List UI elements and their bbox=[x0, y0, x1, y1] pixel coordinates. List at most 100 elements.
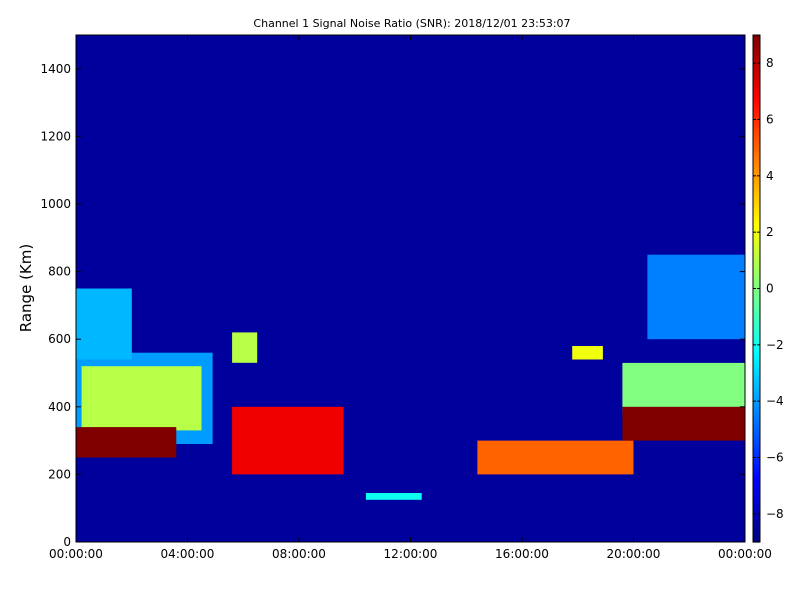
colorbar-cell bbox=[753, 147, 760, 151]
colorbar-cell bbox=[753, 229, 760, 232]
colorbar-cell bbox=[753, 149, 760, 153]
colorbar-cell bbox=[753, 441, 760, 444]
colorbar-tick-label: 4 bbox=[766, 169, 774, 183]
colorbar-cell bbox=[753, 324, 760, 327]
colorbar-cell bbox=[753, 381, 760, 385]
colorbar-cell bbox=[753, 502, 760, 505]
colorbar-cell bbox=[753, 100, 760, 103]
colorbar-tick-label: 6 bbox=[766, 113, 774, 127]
colorbar-cell bbox=[753, 250, 760, 254]
colorbar-cell bbox=[753, 44, 760, 48]
colorbar-cell bbox=[753, 498, 760, 502]
heatmap-region-10 bbox=[622, 406, 745, 441]
colorbar-cell bbox=[753, 393, 760, 397]
colorbar-cell bbox=[753, 292, 760, 296]
colorbar-cell bbox=[753, 435, 760, 438]
colorbar-cell bbox=[753, 464, 760, 468]
colorbar-cell bbox=[753, 540, 760, 543]
colorbar-cell bbox=[753, 145, 760, 149]
colorbar-cell bbox=[753, 209, 760, 212]
colorbar-cell bbox=[753, 112, 760, 115]
colorbar-cell bbox=[753, 274, 760, 278]
colorbar-tick-label: −4 bbox=[766, 394, 784, 408]
colorbar-cell bbox=[753, 130, 760, 133]
colorbar-cell bbox=[753, 425, 760, 428]
colorbar-cell bbox=[753, 266, 760, 270]
colorbar-cell bbox=[753, 490, 760, 494]
colorbar-cell bbox=[753, 246, 760, 250]
colorbar-cell bbox=[753, 492, 760, 496]
colorbar-cell bbox=[753, 169, 760, 173]
colorbar-cell bbox=[753, 300, 760, 303]
colorbar-cell bbox=[753, 76, 760, 80]
chart-title: Channel 1 Signal Noise Ratio (SNR): 2018… bbox=[253, 17, 570, 30]
colorbar-cell bbox=[753, 48, 760, 52]
colorbar-cell bbox=[753, 114, 760, 117]
colorbar-cell bbox=[753, 278, 760, 282]
heatmap bbox=[76, 35, 745, 542]
colorbar-cell bbox=[753, 496, 760, 500]
colorbar-cell bbox=[753, 235, 760, 238]
colorbar-cell bbox=[753, 363, 760, 367]
colorbar-cell bbox=[753, 401, 760, 404]
colorbar-cell bbox=[753, 284, 760, 288]
colorbar-cell bbox=[753, 536, 760, 539]
colorbar-cell bbox=[753, 482, 760, 486]
colorbar-cell bbox=[753, 167, 760, 171]
colorbar-cell bbox=[753, 446, 760, 450]
colorbar-cell bbox=[753, 238, 760, 242]
colorbar-cell bbox=[753, 458, 760, 462]
colorbar-cell bbox=[753, 207, 760, 210]
heatmap-region-7 bbox=[365, 493, 422, 500]
colorbar-cell bbox=[753, 46, 760, 50]
colorbar-cell bbox=[753, 42, 760, 46]
colorbar-cell bbox=[753, 419, 760, 422]
colorbar-cell bbox=[753, 84, 760, 88]
colorbar-cell bbox=[753, 108, 760, 111]
colorbar-cell bbox=[753, 132, 760, 135]
colorbar-cell bbox=[753, 96, 760, 99]
colorbar-cell bbox=[753, 159, 760, 163]
colorbar-cell bbox=[753, 141, 760, 145]
colorbar-cell bbox=[753, 486, 760, 490]
colorbar-cell bbox=[753, 330, 760, 333]
colorbar-cell bbox=[753, 213, 760, 216]
colorbar-cell bbox=[753, 343, 760, 347]
colorbar-cell bbox=[753, 448, 760, 452]
colorbar-cell bbox=[753, 54, 760, 58]
colorbar-cell bbox=[753, 104, 760, 107]
colorbar-cell bbox=[753, 433, 760, 436]
colorbar-cell bbox=[753, 421, 760, 424]
colorbar-cell bbox=[753, 38, 760, 42]
colorbar-cell bbox=[753, 219, 760, 222]
colorbar-cell bbox=[753, 270, 760, 274]
x-tick-label: 04:00:00 bbox=[161, 547, 215, 561]
colorbar-cell bbox=[753, 139, 760, 143]
colorbar-cell bbox=[753, 334, 760, 337]
colorbar-cell bbox=[753, 462, 760, 466]
colorbar-cell bbox=[753, 500, 760, 503]
colorbar-cell bbox=[753, 90, 760, 94]
colorbar-cell bbox=[753, 474, 760, 478]
colorbar-cell bbox=[753, 223, 760, 226]
colorbar-cell bbox=[753, 36, 760, 40]
colorbar-cell bbox=[753, 52, 760, 56]
colorbar-cell bbox=[753, 179, 760, 183]
colorbar-cell bbox=[753, 102, 760, 105]
colorbar-cell bbox=[753, 442, 760, 446]
colorbar-cell bbox=[753, 437, 760, 440]
colorbar-cell bbox=[753, 407, 760, 410]
colorbar-cell bbox=[753, 40, 760, 44]
colorbar-cell bbox=[753, 431, 760, 434]
colorbar-cell bbox=[753, 70, 760, 74]
heatmap-background bbox=[76, 35, 745, 542]
colorbar-cell bbox=[753, 516, 760, 519]
colorbar-cell bbox=[753, 383, 760, 387]
colorbar-cell bbox=[753, 66, 760, 70]
colorbar-cell bbox=[753, 318, 760, 321]
colorbar-cell bbox=[753, 211, 760, 214]
colorbar-cell bbox=[753, 294, 760, 298]
heatmap-region-6 bbox=[232, 406, 344, 475]
colorbar-cell bbox=[753, 233, 760, 236]
colorbar-cell bbox=[753, 248, 760, 252]
